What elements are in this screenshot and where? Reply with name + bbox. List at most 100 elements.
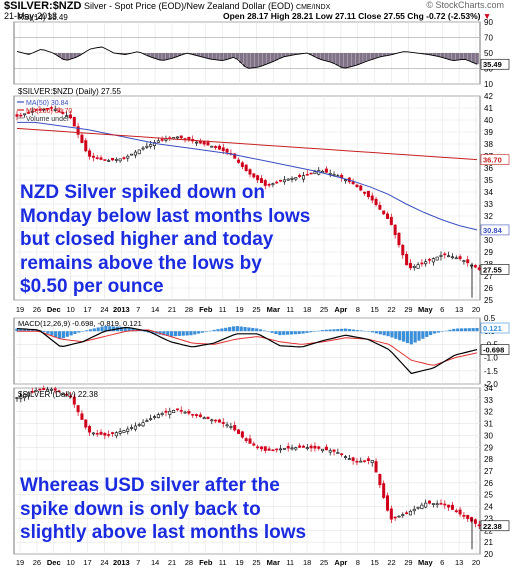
rsi-fill-bar <box>204 53 209 59</box>
rsi-fill-bar <box>254 53 259 68</box>
nzd-candle <box>447 255 451 258</box>
nzd-candle <box>153 142 157 146</box>
nzd-x-label-15: Mar <box>267 305 280 314</box>
rsi-fill-bar <box>208 53 213 60</box>
nzd-candle <box>343 179 347 182</box>
nzd-candle <box>240 162 244 167</box>
nzd-candle <box>137 149 141 155</box>
macd-hist-bar <box>432 331 437 334</box>
macd-hist-bar <box>436 331 440 333</box>
rsi-fill-bar <box>73 53 77 58</box>
usd-x-label-10: 28 <box>185 558 193 567</box>
macd-hist-bar <box>247 327 251 332</box>
usd-x-label-24: May <box>418 558 433 567</box>
usd-candle <box>347 458 351 460</box>
usd-candle <box>428 500 432 504</box>
rsi-fill-bar <box>289 53 294 56</box>
macd-value-tag: -0.698 <box>483 346 504 355</box>
macd-hist-bar <box>200 331 205 333</box>
usd-candle <box>103 432 107 436</box>
usd-candle <box>321 448 325 452</box>
rsi-fill-bar <box>169 53 174 59</box>
usd-candle <box>462 514 466 517</box>
usd-candle <box>405 512 409 514</box>
nzd-x-label-13: 19 <box>235 305 243 314</box>
macd-hist-bar <box>340 328 344 332</box>
usd-candle <box>470 517 474 522</box>
nzd-candle <box>175 136 179 139</box>
chg-arrow-icon: ▼ <box>482 11 492 21</box>
rsi-fill-bar <box>53 53 58 55</box>
usd-candle <box>195 414 199 417</box>
rsi-fill-bar <box>343 53 348 69</box>
exchange-label: CME/INDX <box>296 4 331 11</box>
usd-candle <box>340 453 344 456</box>
usd-candle <box>305 447 309 449</box>
nzd-x-label-26: 13 <box>455 305 463 314</box>
macd-hist-bar <box>173 331 178 337</box>
macd-hist-bar <box>401 331 406 342</box>
nzd-candle <box>38 109 42 111</box>
usd-tick-label-8: 26 <box>484 479 493 488</box>
nzd-candle <box>397 232 401 246</box>
usd-candle <box>141 422 145 427</box>
usd-x-label-14: 25 <box>252 558 260 567</box>
usd-tick-label-3: 31 <box>484 420 493 429</box>
rsi-fill-bar <box>26 53 31 55</box>
usd-candle <box>309 445 313 449</box>
nzd-candle <box>466 259 470 264</box>
rsi-fill-bar <box>212 53 216 60</box>
usd-x-label-9: 21 <box>168 558 176 567</box>
nzd-candle <box>179 135 183 139</box>
macd-value-tag-box <box>480 344 510 355</box>
rsi-fill-bar <box>250 53 255 68</box>
usd-candle <box>443 503 447 506</box>
nzd-candle <box>225 148 229 153</box>
usd-candle <box>271 449 275 452</box>
nzd-candle <box>431 258 435 263</box>
macd-hist-bar <box>378 331 382 335</box>
rsi-fill-bar <box>293 53 298 55</box>
rsi-fill-bar <box>440 53 445 58</box>
nzd-x-label-2: Dec <box>47 305 61 314</box>
nzd-candle <box>114 159 118 161</box>
usd-candle <box>65 394 69 396</box>
usd-candle <box>118 431 122 434</box>
macd-hist-bar <box>235 326 239 332</box>
usd-x-label-7: 7 <box>136 558 140 567</box>
rsi-fill-bar <box>328 53 332 62</box>
nzd-candle <box>420 262 424 265</box>
nzd-candle <box>202 141 206 145</box>
symbol-description: Silver - Spot Price (EOD)/New Zealand Do… <box>83 1 294 11</box>
usd-candle <box>214 419 218 422</box>
nzd-candle <box>118 158 122 162</box>
macd-hist-bar <box>320 330 324 332</box>
usd-candle <box>229 426 233 428</box>
macd-hist-bar <box>262 330 266 332</box>
usd-candle <box>282 448 286 450</box>
macd-hist-bar <box>293 331 297 335</box>
usd-candle <box>156 414 160 418</box>
usd-candle <box>126 428 130 432</box>
nzd-x-label-8: 14 <box>151 305 159 314</box>
rsi-fill-bar <box>243 53 247 67</box>
rsi-fill-bar <box>374 53 379 59</box>
macd-hist-bar <box>204 331 209 332</box>
macd-hist-bar <box>343 328 348 332</box>
rsi-fill-bar <box>448 53 452 60</box>
rsi-fill-bar <box>57 53 62 57</box>
rsi-fill-bar <box>366 53 371 61</box>
rsi-tick-label-1: 70 <box>484 34 493 43</box>
usd-candle <box>19 395 23 399</box>
ohlc-readout: Open 28.17 High 28.21 Low 27.11 Close 27… <box>223 11 481 21</box>
nzd-x-label-27: 20 <box>472 305 480 314</box>
rsi-fill-bar <box>216 53 220 61</box>
nzd-candle <box>206 142 210 146</box>
usd-x-label-0: 19 <box>16 558 24 567</box>
rsi-fill-bar <box>177 53 182 56</box>
rsi-fill-bar <box>262 53 267 65</box>
macd-hist-bar <box>185 331 189 336</box>
rsi-fill-bar <box>181 53 186 55</box>
